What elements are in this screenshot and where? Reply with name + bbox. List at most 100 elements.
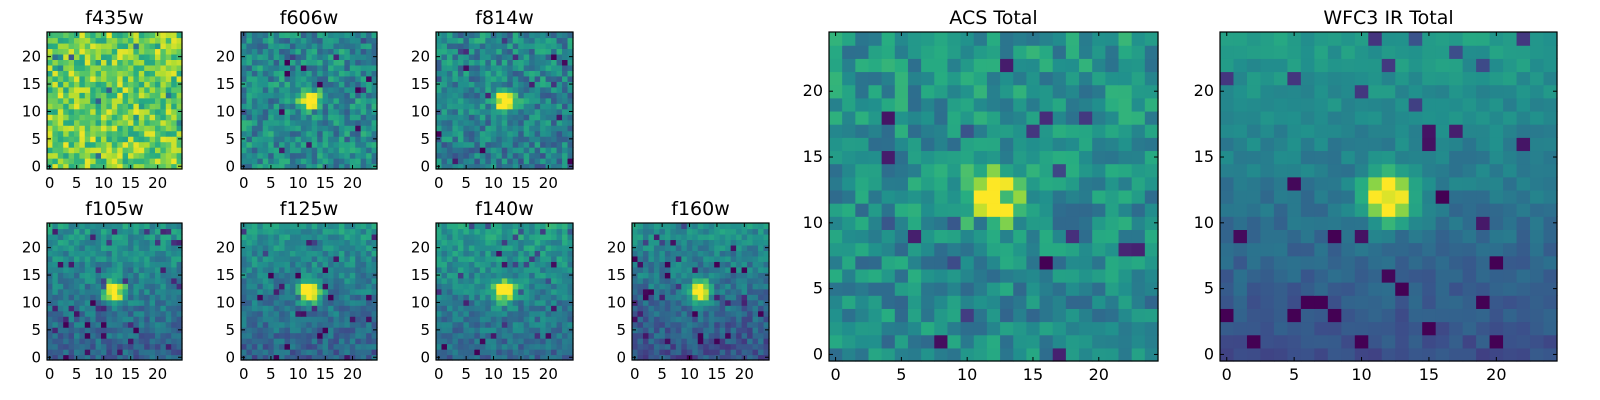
heatmap-cell [128,119,134,126]
heatmap-cell [507,277,514,284]
heatmap-cell [328,53,335,60]
heatmap-cell [328,119,335,126]
heatmap-cell [632,261,639,268]
heatmap-cell [1131,282,1146,296]
heatmap-cell [273,119,280,126]
heatmap-cell [355,244,362,251]
heatmap-cell [144,163,151,170]
heatmap-cell [664,261,671,268]
heatmap-cell [371,86,378,93]
heatmap-cell [534,147,541,154]
heatmap-cell [371,349,378,356]
heatmap-cell [52,163,59,170]
heatmap-cell [155,125,161,132]
heatmap-cell [95,228,102,235]
heatmap-cell [171,108,178,115]
heatmap-cell [452,53,459,60]
heatmap-cell [485,244,492,251]
heatmap-cell [947,268,962,283]
heatmap-cell [512,147,519,154]
heatmap-cell [512,223,519,230]
heatmap-cell [79,354,86,361]
heatmap-cell [349,277,356,284]
heatmap-cell [973,321,988,336]
heatmap-cell [160,255,167,262]
heatmap-cell [262,223,269,230]
heatmap-cell [637,288,644,295]
heatmap-cell [468,119,475,126]
heatmap-cell [101,266,107,273]
heatmap-cell [268,42,275,50]
heatmap-cell [257,250,264,257]
heatmap-cell [446,97,454,104]
heatmap-cell [122,332,129,339]
heatmap-cell [551,288,558,295]
heatmap-cell [268,97,275,104]
heatmap-cell [155,86,161,93]
heatmap-cell [479,272,486,279]
heatmap-cell [1092,295,1106,309]
heatmap-cell [763,349,770,356]
heatmap-cell [474,103,481,110]
heatmap-cell [171,288,178,295]
heatmap-cell [111,343,118,350]
heatmap-cell [474,327,481,334]
heatmap-cell [457,294,464,301]
heatmap-cell [485,37,492,44]
heatmap-cell [333,81,340,88]
heatmap-cell [57,141,64,148]
heatmap-cell [725,228,732,235]
heatmap-cell [57,332,64,339]
heatmap-cell [921,321,935,336]
heatmap-cell [155,255,161,262]
heatmap-cell [725,321,732,328]
heatmap-cell [306,223,313,230]
heatmap-cell [47,70,53,77]
heatmap-cell [703,228,710,235]
heatmap-cell [1065,242,1080,257]
heatmap-cell [117,310,124,317]
heatmap-cell [171,86,178,93]
heatmap-cell [523,81,530,88]
heatmap-cell [328,228,335,235]
heatmap-cell [1052,295,1067,309]
heatmap-cell [57,239,64,246]
heatmap-cell [1105,189,1120,204]
heatmap-cell [366,130,373,137]
heatmap-cell [1026,216,1041,230]
heatmap-cell [371,97,378,104]
heatmap-cell [68,239,75,246]
heatmap-cell [165,327,172,334]
heatmap-cell [436,125,443,132]
heatmap-cell [1131,203,1146,217]
heatmap-cell [452,103,459,110]
heatmap-cell [311,48,318,55]
heatmap-cell [881,282,896,296]
heatmap-cell [68,223,75,230]
heatmap-cell [63,97,70,104]
heatmap-cell [95,277,102,284]
heatmap-cell [90,125,97,132]
heatmap-cell [648,294,655,301]
heatmap-cell [463,277,470,284]
heatmap-cell [295,125,302,132]
heatmap-cell [328,338,335,345]
heatmap-cell [268,338,275,345]
heatmap-cell [355,119,362,126]
heatmap-cell [485,327,492,334]
heatmap-cell [637,316,644,323]
heatmap-cell [106,327,113,334]
heatmap-cell [556,354,563,361]
heatmap-cell [741,316,748,323]
heatmap-cell [311,283,318,290]
heatmap-cell [90,158,97,165]
heatmap-cell [84,294,91,301]
heatmap-cell [463,130,470,137]
heatmap-cell [567,305,574,312]
heatmap-cell [562,141,569,148]
heatmap-cell [1065,163,1080,178]
heatmap-cell [670,327,677,334]
heatmap-cell [556,332,563,339]
heatmap-cell [529,343,536,350]
heatmap-cell [567,64,574,71]
